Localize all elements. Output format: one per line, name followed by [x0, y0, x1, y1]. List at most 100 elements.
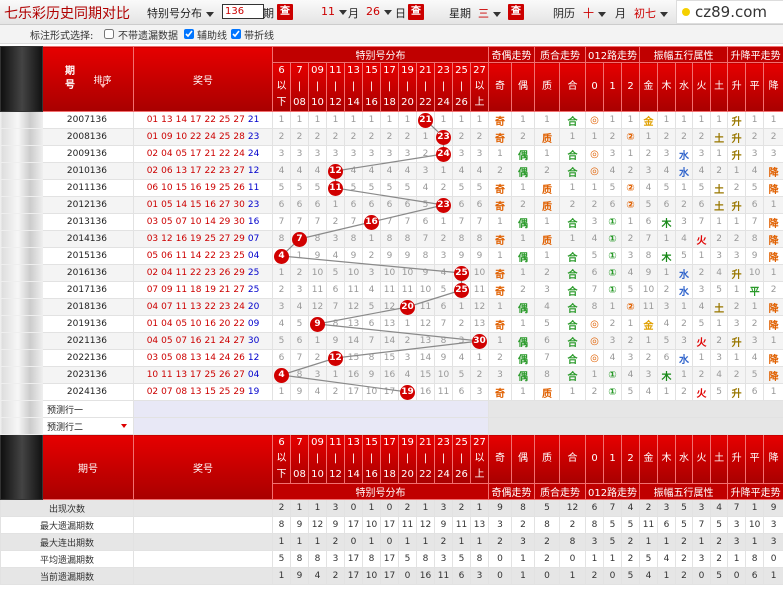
logo[interactable]: cz89.com — [676, 0, 783, 24]
row-image — [0, 179, 43, 197]
column-header-line: | — [315, 453, 320, 464]
dist-cell: 4 — [290, 298, 309, 316]
lunar-month-select[interactable]: 十 — [583, 5, 606, 21]
attr-cell: 3 — [603, 145, 622, 163]
attr-cell: 1 — [745, 111, 765, 129]
column-header-line: | — [459, 453, 464, 464]
attr-cell: 2 — [727, 179, 747, 197]
column-header: 7 | 08 — [290, 62, 309, 112]
dist-cell: 6 — [272, 349, 291, 367]
attr-cell: 3 — [692, 281, 712, 299]
query-button[interactable]: 查 — [277, 4, 293, 20]
query-button[interactable]: 查 — [408, 4, 424, 20]
option-label[interactable]: 带折线 — [244, 31, 274, 42]
stats-value: 12 — [416, 516, 435, 534]
column-header-line: 27 — [473, 65, 486, 76]
hit-ball: 30 — [472, 333, 487, 349]
issue-header: 期号 — [42, 434, 134, 500]
attr-cell: 2 — [511, 281, 535, 299]
stats-value: 1 — [362, 499, 381, 517]
column-header-line: 22 — [419, 97, 432, 108]
stats-value: 9 — [326, 516, 345, 534]
data-row: 2016136 02 04 11 22 23 26 29 25 1 2 10 5 10 3 10 10 9 4 25 1… — [0, 264, 783, 282]
number: 29 — [233, 387, 245, 397]
attr-cell: 1 — [488, 247, 512, 265]
dist-cell: 11 — [344, 281, 363, 299]
column-header: 金 — [639, 62, 659, 112]
dist-cell: 4 — [398, 366, 417, 384]
stats-value: 8 — [585, 516, 604, 534]
stats-value: 8 — [308, 550, 327, 568]
stats-value: 5 — [620, 516, 641, 534]
stats-value: 7 — [727, 499, 747, 517]
column-header-line: 土 — [714, 81, 725, 92]
dist-cell: 7 — [380, 213, 399, 231]
column-header: 23 | 24 — [434, 434, 453, 484]
row-image — [0, 315, 43, 333]
column-header: 7 | 08 — [290, 434, 309, 484]
column-header-line: | — [441, 453, 446, 464]
numbers: 02 04 11 22 23 26 29 25 — [133, 264, 273, 282]
column-header: 2 — [620, 434, 641, 484]
dist-cell: 2 — [434, 179, 453, 197]
number: 15 — [190, 200, 202, 210]
dist-cell: 7 — [398, 213, 417, 231]
dist-cell: 1 — [416, 128, 435, 146]
stats-value: 2 — [488, 533, 512, 551]
dist-cell: 2 — [272, 281, 291, 299]
column-header-line: 6 — [278, 437, 285, 448]
sort-button[interactable]: 排序 — [93, 73, 112, 88]
option-label[interactable]: 不带遗漏数据 — [118, 31, 178, 42]
attr-cell: 2 — [511, 196, 535, 214]
stats-value: 6 — [585, 499, 604, 517]
issue-header-text: 期号 — [64, 66, 75, 91]
dist-cell: 23 — [434, 196, 453, 214]
dist-cell: 5 — [272, 332, 291, 350]
dist-cell: 6 — [452, 383, 471, 401]
issue-input[interactable]: 136 — [222, 4, 264, 19]
option-label[interactable]: 辅助线 — [197, 31, 227, 42]
attr-cell: 水 — [675, 349, 694, 367]
day-select[interactable]: 26 — [366, 5, 392, 18]
number: 10 — [146, 370, 159, 380]
attr-cell: 2 — [675, 128, 694, 146]
column-header-line: 以 — [276, 81, 287, 92]
stats-blank — [133, 499, 273, 517]
dist-cell: 6 — [470, 196, 489, 214]
option-checkbox[interactable] — [231, 29, 241, 39]
attr-cell: 1 — [620, 145, 641, 163]
dist-cell: 15 — [344, 349, 363, 367]
option-checkbox[interactable] — [184, 29, 194, 39]
number: 22 — [204, 166, 216, 176]
option-checkbox[interactable] — [104, 29, 114, 39]
stats-value: 10 — [745, 516, 765, 534]
query-button[interactable]: 查 — [508, 4, 524, 20]
column-header-line: | — [369, 81, 374, 92]
attr-cell: 5 — [692, 315, 712, 333]
attr-cell: 金 — [639, 111, 659, 129]
stats-value: 8 — [745, 550, 765, 568]
attr-cell: 3 — [710, 247, 729, 265]
stats-value: 1 — [470, 533, 489, 551]
stats-row: 最大连出期数 1 1 1 2 0 1 0 1 1 2 1 1 2 3 2 8 3 5 2 1 1 2 1 2 3 1 3 — [0, 533, 783, 551]
column-header-line: 17 — [383, 65, 396, 76]
lunar-day-select[interactable]: 初七 — [634, 5, 668, 21]
attr-cell: 合 — [559, 264, 586, 282]
number: 21 — [204, 336, 216, 346]
dist-cell: 9 — [452, 247, 471, 265]
column-header-row: 期号 奖号 6 以下 7 | 08 09 | 10 11 | 12 13 | 14 15 | 16 17 | 18 19 | 2… — [0, 434, 783, 500]
attr-cell: 5 — [620, 281, 641, 299]
attr-cell: 偶 — [511, 213, 535, 231]
dist-cell: 16 — [380, 366, 399, 384]
number: 02 — [146, 268, 159, 278]
mode-select[interactable]: 特别号分布 — [147, 5, 214, 21]
number: 27 — [218, 234, 231, 244]
attr-cell: 6 — [745, 383, 765, 401]
attr-cell: 3 — [710, 349, 729, 367]
month-select[interactable]: 11 — [321, 5, 347, 18]
dist-cell: 9 — [308, 247, 327, 265]
number: 06 — [146, 183, 159, 193]
data-body: 2007136 01 13 14 17 22 25 27 21 1 1 1 1 1 1 1 1 21 1 1 1 奇 1 1 合… — [0, 111, 783, 435]
weekday-select[interactable]: 三 — [478, 5, 501, 21]
stats-value: 0 — [603, 567, 622, 585]
